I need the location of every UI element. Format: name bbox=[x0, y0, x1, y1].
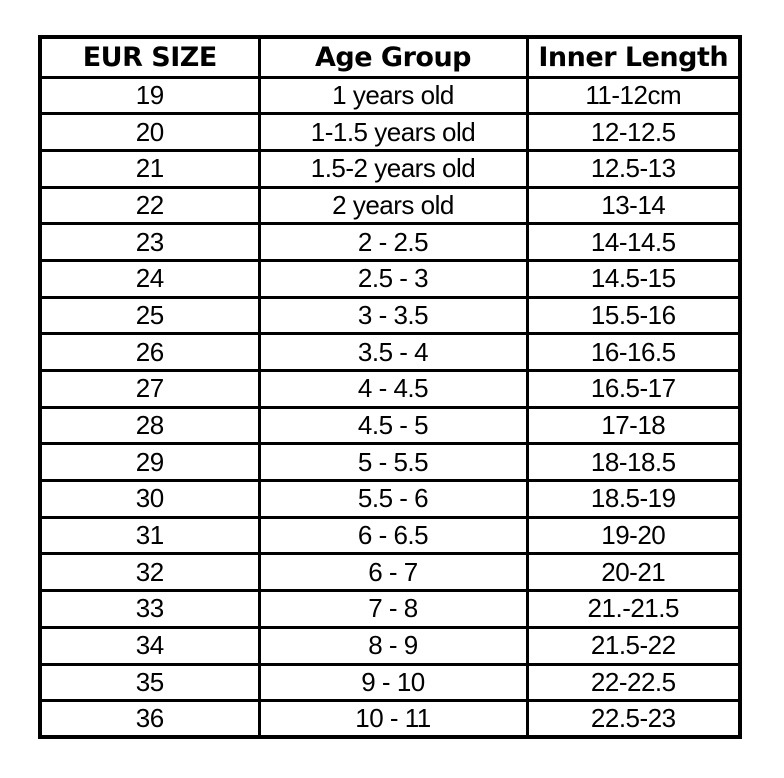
table-row: 27 4 - 4.5 16.5-17 bbox=[38, 369, 742, 409]
cell-eur-size: 26 bbox=[38, 332, 261, 372]
table-row: 25 3 - 3.5 15.5-16 bbox=[38, 295, 742, 336]
table-row: 19 1 years old 11-12cm bbox=[38, 75, 742, 116]
cell-eur-size: 36 bbox=[38, 699, 261, 739]
cell-age-group: 5 - 5.5 bbox=[257, 442, 529, 483]
cell-age-group: 6 - 6.5 bbox=[257, 515, 529, 556]
cell-inner-length: 21.5-22 bbox=[525, 625, 742, 666]
table-row: 24 2.5 - 3 14.5-15 bbox=[38, 258, 742, 299]
cell-inner-length: 16-16.5 bbox=[525, 332, 742, 372]
table-row: 32 6 - 7 20-21 bbox=[38, 552, 742, 593]
header-inner-length: Inner Length bbox=[525, 35, 742, 79]
cell-inner-length: 19-20 bbox=[525, 515, 742, 556]
cell-age-group: 9 - 10 bbox=[257, 662, 529, 703]
table-row: 33 7 - 8 21.-21.5 bbox=[38, 589, 742, 629]
table-row: 36 10 - 11 22.5-23 bbox=[38, 699, 742, 739]
cell-inner-length: 22.5-23 bbox=[525, 699, 742, 739]
cell-inner-length: 17-18 bbox=[525, 405, 742, 446]
cell-eur-size: 24 bbox=[38, 258, 261, 299]
cell-inner-length: 14.5-15 bbox=[525, 258, 742, 299]
cell-inner-length: 11-12cm bbox=[525, 75, 742, 116]
cell-age-group: 8 - 9 bbox=[257, 625, 529, 666]
cell-age-group: 1-1.5 years old bbox=[257, 112, 529, 152]
cell-inner-length: 21.-21.5 bbox=[525, 589, 742, 629]
cell-eur-size: 28 bbox=[38, 405, 261, 446]
table-row: 30 5.5 - 6 18.5-19 bbox=[38, 479, 742, 519]
cell-eur-size: 32 bbox=[38, 552, 261, 593]
table-row: 23 2 - 2.5 14-14.5 bbox=[38, 222, 742, 262]
cell-eur-size: 27 bbox=[38, 369, 261, 409]
table-row: 26 3.5 - 4 16-16.5 bbox=[38, 332, 742, 372]
cell-inner-length: 12.5-13 bbox=[525, 148, 742, 189]
cell-age-group: 3 - 3.5 bbox=[257, 295, 529, 336]
cell-inner-length: 13-14 bbox=[525, 185, 742, 226]
cell-inner-length: 18.5-19 bbox=[525, 479, 742, 519]
table-body: 19 1 years old 11-12cm 20 1-1.5 years old 12-… bbox=[38, 75, 742, 739]
size-chart-table: EUR SIZE Age Group Inner Length 19 1 year… bbox=[38, 35, 742, 740]
cell-eur-size: 22 bbox=[38, 185, 261, 226]
table-row: 31 6 - 6.5 19-20 bbox=[38, 515, 742, 556]
cell-inner-length: 12-12.5 bbox=[525, 112, 742, 152]
cell-inner-length: 14-14.5 bbox=[525, 222, 742, 262]
cell-inner-length: 18-18.5 bbox=[525, 442, 742, 483]
cell-age-group: 2.5 - 3 bbox=[257, 258, 529, 299]
cell-eur-size: 31 bbox=[38, 515, 261, 556]
header-age-group: Age Group bbox=[257, 35, 529, 79]
cell-eur-size: 19 bbox=[38, 75, 261, 116]
cell-eur-size: 25 bbox=[38, 295, 261, 336]
cell-eur-size: 30 bbox=[38, 479, 261, 519]
cell-inner-length: 20-21 bbox=[525, 552, 742, 593]
cell-eur-size: 21 bbox=[38, 148, 261, 189]
cell-eur-size: 20 bbox=[38, 112, 261, 152]
table-row: 22 2 years old 13-14 bbox=[38, 185, 742, 226]
cell-age-group: 10 - 11 bbox=[257, 699, 529, 739]
cell-eur-size: 33 bbox=[38, 589, 261, 629]
table-row: 21 1.5-2 years old 12.5-13 bbox=[38, 148, 742, 189]
cell-age-group: 4.5 - 5 bbox=[257, 405, 529, 446]
cell-age-group: 1.5-2 years old bbox=[257, 148, 529, 189]
header-eur-size: EUR SIZE bbox=[38, 35, 261, 79]
cell-eur-size: 35 bbox=[38, 662, 261, 703]
cell-eur-size: 23 bbox=[38, 222, 261, 262]
header-row: EUR SIZE Age Group Inner Length bbox=[38, 35, 742, 79]
table-row: 28 4.5 - 5 17-18 bbox=[38, 405, 742, 446]
cell-age-group: 3.5 - 4 bbox=[257, 332, 529, 372]
cell-inner-length: 16.5-17 bbox=[525, 369, 742, 409]
cell-age-group: 2 - 2.5 bbox=[257, 222, 529, 262]
cell-age-group: 4 - 4.5 bbox=[257, 369, 529, 409]
cell-inner-length: 15.5-16 bbox=[525, 295, 742, 336]
cell-eur-size: 34 bbox=[38, 625, 261, 666]
cell-age-group: 5.5 - 6 bbox=[257, 479, 529, 519]
table-row: 29 5 - 5.5 18-18.5 bbox=[38, 442, 742, 483]
table-row: 34 8 - 9 21.5-22 bbox=[38, 625, 742, 666]
cell-eur-size: 29 bbox=[38, 442, 261, 483]
table-row: 20 1-1.5 years old 12-12.5 bbox=[38, 112, 742, 152]
table-row: 35 9 - 10 22-22.5 bbox=[38, 662, 742, 703]
cell-inner-length: 22-22.5 bbox=[525, 662, 742, 703]
cell-age-group: 7 - 8 bbox=[257, 589, 529, 629]
cell-age-group: 1 years old bbox=[257, 75, 529, 116]
cell-age-group: 2 years old bbox=[257, 185, 529, 226]
cell-age-group: 6 - 7 bbox=[257, 552, 529, 593]
